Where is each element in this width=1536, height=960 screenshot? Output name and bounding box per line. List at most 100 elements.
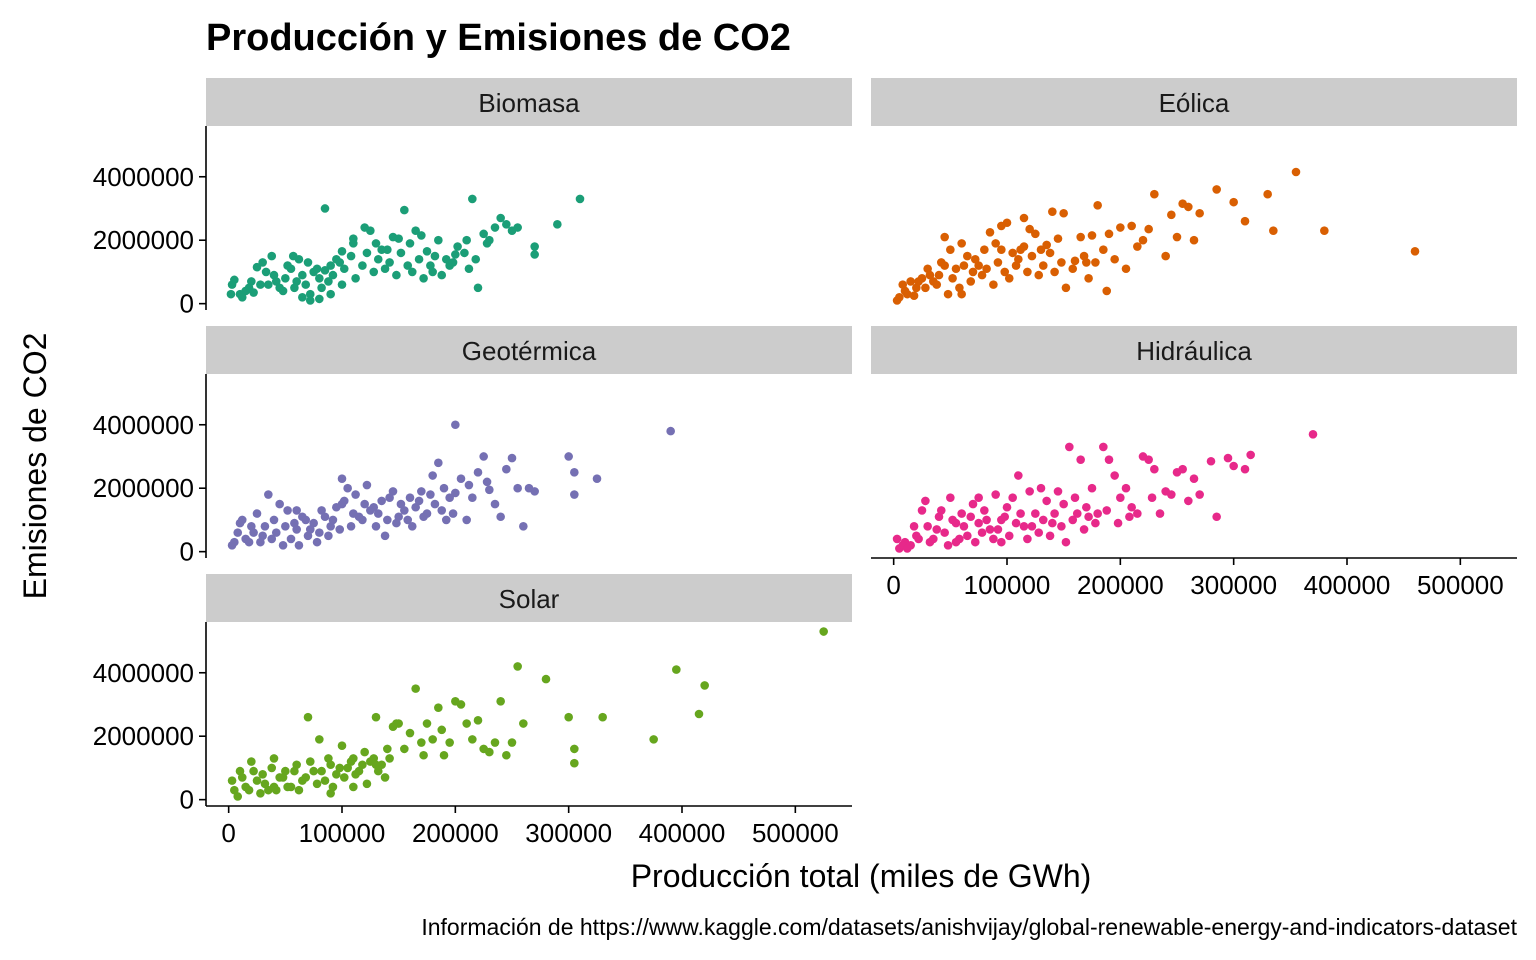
data-point: [977, 528, 987, 537]
data-point: [227, 776, 237, 785]
data-point: [337, 474, 347, 483]
data-point: [819, 627, 828, 636]
data-point: [1178, 199, 1187, 209]
data-point: [570, 468, 579, 477]
data-point: [980, 506, 989, 515]
data-point: [943, 541, 953, 550]
data-point: [530, 250, 539, 259]
data-point: [371, 239, 381, 248]
data-point: [1110, 471, 1119, 480]
data-point: [1127, 221, 1136, 231]
data-point: [1320, 226, 1329, 235]
data-point: [286, 534, 296, 544]
facet-strip-label: Biomasa: [478, 88, 580, 118]
data-point: [1206, 456, 1216, 466]
data-point: [1113, 518, 1123, 528]
data-point: [377, 245, 386, 255]
data-point: [419, 273, 428, 283]
data-point: [1059, 208, 1068, 218]
facet-strip: [871, 78, 1517, 126]
data-point: [473, 283, 483, 293]
x-tick-label: 200000: [1077, 570, 1164, 600]
facet-strip: [206, 326, 852, 374]
data-point: [968, 267, 978, 277]
data-point: [1410, 247, 1420, 256]
data-point: [1091, 258, 1100, 267]
data-point: [237, 293, 247, 302]
data-point: [247, 757, 256, 766]
x-tick-label: 0: [886, 570, 900, 600]
data-point: [237, 773, 247, 782]
data-point: [1061, 283, 1071, 293]
data-point: [335, 525, 345, 534]
data-point: [1023, 534, 1032, 544]
data-point: [422, 719, 432, 728]
data-point: [230, 785, 239, 795]
chart-title: Producción y Emisiones de CO2: [206, 17, 791, 59]
data-point: [258, 258, 267, 267]
data-point: [405, 728, 415, 738]
y-tick-label: 2000000: [93, 473, 194, 503]
data-point: [1042, 496, 1051, 506]
data-point: [426, 261, 435, 270]
data-point: [1016, 245, 1025, 255]
data-point: [1223, 453, 1233, 463]
data-point: [298, 270, 307, 280]
data-point: [898, 280, 908, 289]
data-point: [383, 744, 392, 754]
data-point: [227, 280, 237, 289]
data-point: [513, 662, 522, 671]
data-point: [462, 235, 471, 245]
data-point: [269, 754, 279, 763]
data-point: [966, 277, 976, 286]
data-point: [902, 289, 912, 299]
data-point: [290, 283, 299, 293]
data-point: [1308, 429, 1318, 439]
data-point: [1240, 464, 1250, 474]
data-point: [271, 277, 281, 286]
data-point: [371, 760, 381, 770]
data-point: [451, 488, 460, 498]
data-point: [445, 738, 454, 747]
data-point: [283, 261, 292, 270]
data-point: [921, 283, 930, 293]
data-point: [1263, 189, 1272, 199]
data-point: [437, 506, 447, 515]
data-point: [1167, 210, 1176, 220]
data-point: [392, 270, 401, 280]
data-point: [968, 499, 978, 509]
data-point: [1053, 234, 1063, 243]
y-tick-label: 4000000: [93, 162, 194, 192]
data-point: [482, 477, 492, 487]
data-point: [934, 270, 944, 280]
facet-solar: Solar 0 2000000 4000000 0 100000 200000 300000 4…: [93, 574, 852, 848]
data-point: [1002, 502, 1012, 512]
facet-biomasa: Biomasa 0 2000000 4000000: [93, 78, 852, 319]
data-point: [482, 239, 492, 248]
data-point: [281, 273, 290, 283]
data-point: [320, 512, 330, 522]
data-point: [1212, 185, 1221, 194]
data-point: [1036, 483, 1046, 493]
data-point: [278, 773, 288, 782]
facet-strip: [206, 574, 852, 622]
data-point: [278, 286, 288, 296]
data-point: [451, 697, 460, 706]
data-point: [349, 239, 358, 248]
data-point: [448, 509, 458, 518]
data-point: [1014, 471, 1023, 480]
data-point: [278, 541, 288, 550]
data-point: [1082, 258, 1091, 267]
data-point: [1133, 242, 1142, 251]
data-point: [1034, 528, 1044, 537]
y-tick-label: 4000000: [93, 658, 194, 688]
data-point: [269, 782, 279, 792]
data-point: [332, 769, 341, 779]
data-point: [237, 515, 247, 525]
data-point: [328, 515, 338, 525]
data-point: [305, 289, 315, 299]
data-point: [921, 496, 930, 506]
data-point: [267, 763, 277, 773]
data-point: [419, 512, 428, 522]
